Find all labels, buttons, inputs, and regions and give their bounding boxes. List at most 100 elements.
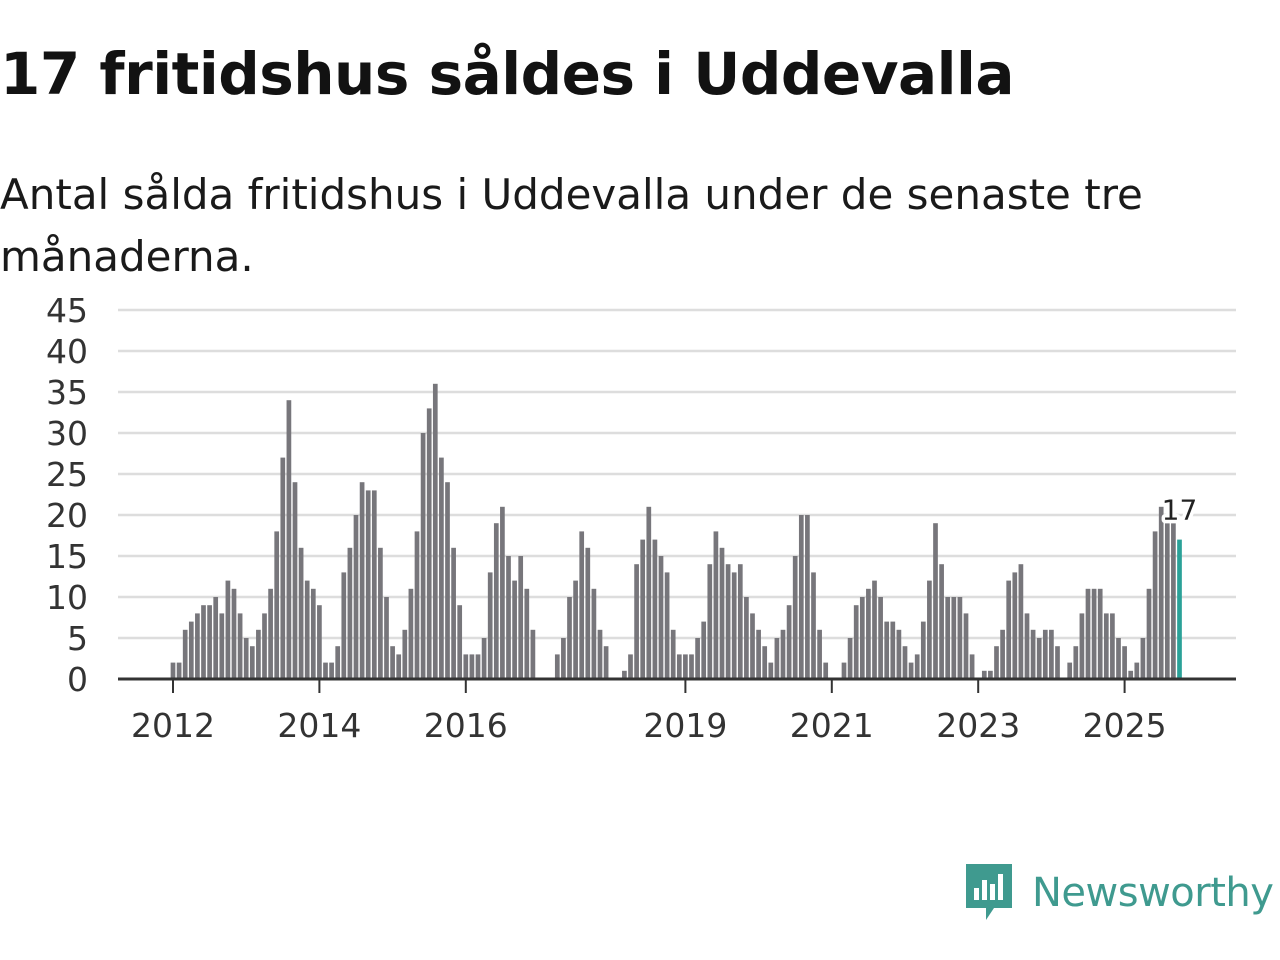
bar [506,556,511,679]
bar [414,531,420,679]
bar [365,490,371,679]
bar [207,605,212,679]
bar [310,588,316,679]
bar [512,580,517,679]
bar [286,400,292,679]
bar [811,572,816,679]
bar [707,564,713,679]
bar [737,564,743,679]
bar [658,556,664,679]
bar [597,629,603,679]
chart-subtitle: Antal sålda fritidshus i Uddevalla under… [0,170,1143,281]
bar [219,613,225,679]
highlight-bar [1177,539,1182,679]
bar [792,556,798,679]
bar [341,572,347,679]
bar [780,629,786,679]
bar [933,523,938,679]
bar [469,654,475,679]
gridlines [118,308,1236,640]
bar [195,613,200,679]
bar [1097,588,1103,679]
bar [213,597,219,679]
bar [756,629,761,679]
bar [262,613,267,679]
bar [927,580,932,679]
bar [420,433,426,679]
x-axis-ticks: 2012 2014 2016 2019 2021 2023 2025 [131,679,1167,745]
bar [390,646,395,679]
bar [603,646,609,679]
bar [1146,588,1152,679]
bar [628,654,633,679]
bar [634,564,639,679]
bar [988,670,993,679]
bar [274,531,280,679]
bar [554,654,560,679]
bar [249,646,255,679]
bar [939,564,944,679]
bar [402,629,408,679]
bar [744,597,749,679]
bar [463,654,469,679]
bar [524,588,530,679]
bar [475,654,481,679]
bar [1152,531,1158,679]
bar [182,629,188,679]
bar [457,605,463,679]
y-tick-label: 20 [46,496,88,535]
bar [201,605,206,679]
bar [591,588,597,679]
bar [292,482,298,679]
bar [1140,638,1146,679]
value-label: 17 [1162,494,1198,527]
bar [1171,523,1176,679]
bar [359,482,365,679]
y-tick-label: 10 [46,578,88,617]
bar [353,515,359,679]
bar [750,613,755,679]
y-tick-label: 0 [67,660,88,699]
bar [176,662,182,679]
bar [298,547,304,679]
x-tick-label: 2019 [643,706,727,745]
bar [304,580,310,679]
bar [945,597,951,679]
bar [317,605,322,679]
bar [231,588,237,679]
x-tick-label: 2023 [936,706,1020,745]
bar [847,638,853,679]
bar [695,638,700,679]
y-tick-label: 25 [46,455,88,494]
bar [1158,506,1164,679]
brand-name: Newsworthy [1032,870,1274,916]
bar [640,539,646,679]
bar [689,654,694,679]
bar [798,515,804,679]
bar [670,629,676,679]
bar [951,597,957,679]
bar [725,564,731,679]
y-tick-label: 15 [46,537,88,576]
bar [567,597,572,679]
bar [1073,646,1079,679]
bar [859,597,865,679]
bar [957,597,963,679]
bar [493,523,499,679]
bar [378,547,383,679]
bar [1110,613,1115,679]
bar [561,638,566,679]
bar [432,383,438,679]
bar [280,457,286,679]
bar [1103,613,1109,679]
newsworthy-logo-icon [966,864,1012,920]
bar [1122,646,1127,679]
bar [1012,572,1018,679]
bar [786,605,792,679]
bar [1000,629,1005,679]
y-tick-label: 35 [46,373,88,412]
bar [1055,646,1060,679]
bar [768,662,774,679]
